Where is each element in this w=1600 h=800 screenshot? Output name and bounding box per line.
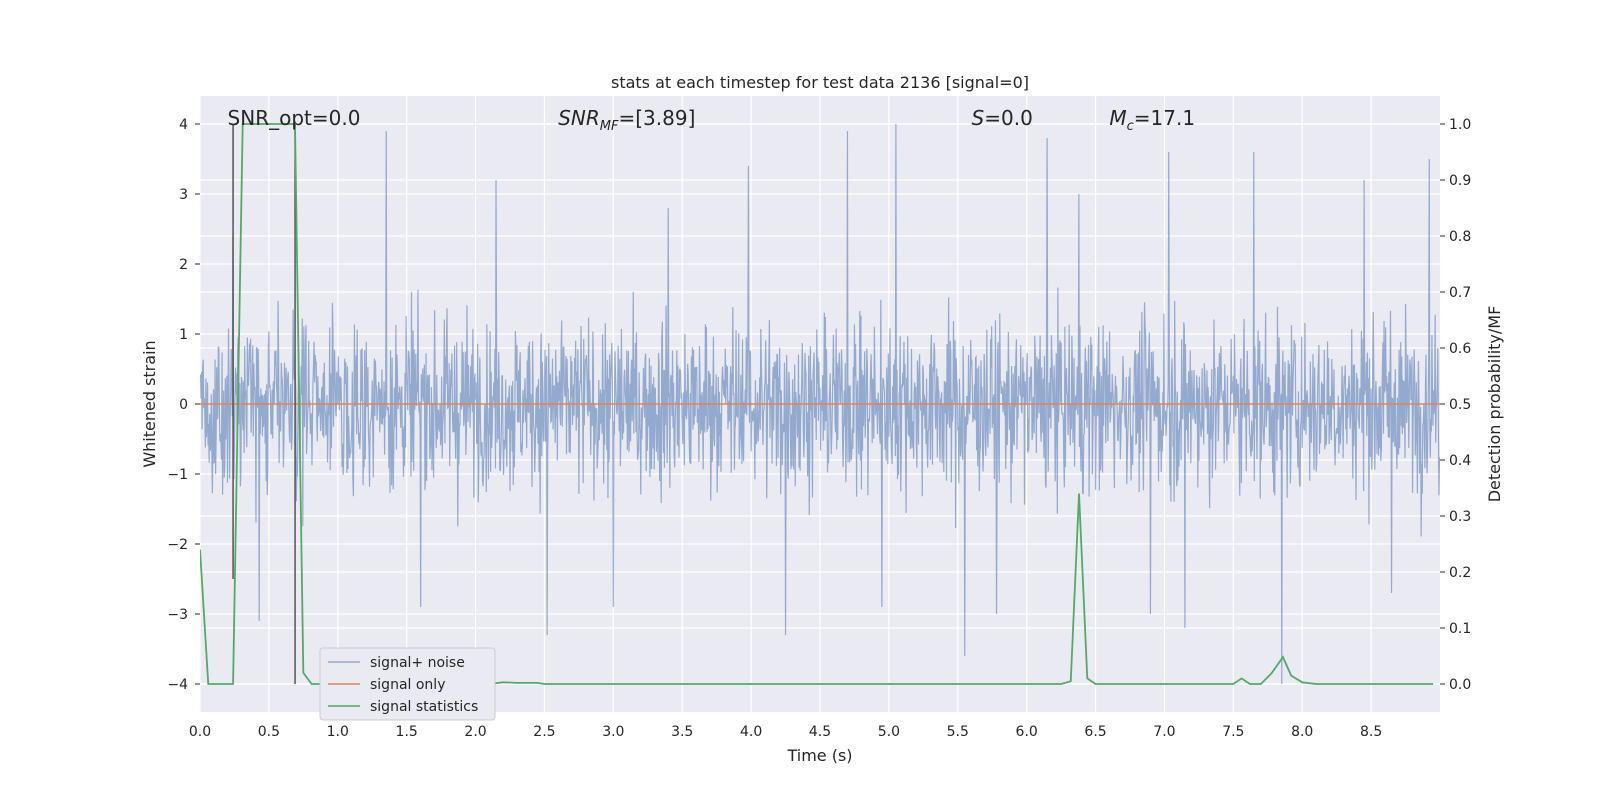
x-tick-label: 2.0 — [464, 724, 486, 740]
right-y-tick-label: 0.7 — [1449, 285, 1471, 301]
left-y-axis-label: Whitened strain — [140, 340, 159, 467]
right-y-axis: 0.0 0.1 0.2 0.3 0.4 0.5 0.6 0.7 0.8 0.9 1.0 — [1440, 117, 1471, 693]
legend-box — [319, 647, 496, 721]
right-y-axis-label: Detection probability/MF — [1485, 306, 1504, 503]
x-tick-label: 6.0 — [1016, 724, 1038, 740]
left-y-tick-label: 1 — [179, 327, 188, 343]
left-y-tick-label: 3 — [179, 187, 188, 203]
legend: signal+ noise signal only signal statist… — [319, 647, 496, 721]
annotation-1: SNRMF=[3.89] — [558, 106, 695, 134]
right-y-tick-label: 0.6 — [1449, 341, 1471, 357]
x-tick-label: 4.0 — [740, 724, 762, 740]
x-tick-label: 6.5 — [1084, 724, 1106, 740]
right-y-tick-label: 0.2 — [1449, 565, 1471, 581]
x-tick-label: 4.5 — [809, 724, 831, 740]
legend-label-signal-statistics: signal statistics — [370, 699, 478, 715]
x-axis: 0.0 0.5 1.0 1.5 2.0 2.5 3.0 3.5 4.0 4.5 5.0 5.5 6.0 6… — [189, 724, 1382, 740]
series-line-signal-statistics — [200, 123, 1434, 685]
x-tick-label: 3.0 — [602, 724, 624, 740]
legend-label-signal-only: signal only — [370, 677, 445, 693]
right-y-tick-label: 0.3 — [1449, 509, 1471, 525]
x-tick-label: 7.5 — [1222, 724, 1244, 740]
left-y-tick-label: −3 — [167, 607, 188, 623]
right-y-tick-label: 0.1 — [1449, 621, 1471, 637]
plot-area — [200, 123, 1440, 685]
x-tick-label: 5.0 — [878, 724, 900, 740]
x-axis-label: Time (s) — [786, 746, 852, 765]
annotation-3: Mc=17.1 — [1109, 106, 1195, 134]
right-y-tick-label: 0.5 — [1449, 397, 1471, 413]
x-tick-label: 2.5 — [533, 724, 555, 740]
x-tick-label: 1.0 — [327, 724, 349, 740]
x-tick-label: 3.5 — [671, 724, 693, 740]
right-y-tick-label: 0.8 — [1449, 229, 1471, 245]
x-tick-label: 1.5 — [396, 724, 418, 740]
x-tick-label: 0.0 — [189, 724, 211, 740]
x-tick-label: 8.0 — [1291, 724, 1313, 740]
left-y-axis: −4 −3 −2 −1 0 1 2 3 4 — [167, 117, 200, 693]
left-y-tick-label: 0 — [179, 397, 188, 413]
series-line-signal-noise — [200, 123, 1440, 685]
annotation-2: S=0.0 — [972, 106, 1033, 130]
right-y-tick-label: 0.4 — [1449, 453, 1471, 469]
x-tick-label: 7.0 — [1153, 724, 1175, 740]
annotations: SNR_opt=0.0 SNRMF=[3.89] S=0.0 Mc=17.1 — [228, 106, 1195, 134]
left-y-tick-label: 4 — [179, 117, 188, 133]
legend-label-signal-noise: signal+ noise — [370, 655, 465, 671]
left-y-tick-label: −2 — [167, 537, 188, 553]
left-y-tick-label: −1 — [167, 467, 188, 483]
annotation-0: SNR_opt=0.0 — [228, 106, 361, 130]
chart-title: stats at each timestep for test data 213… — [611, 73, 1029, 92]
left-y-tick-label: 2 — [179, 257, 188, 273]
x-tick-label: 8.5 — [1360, 724, 1382, 740]
left-y-tick-label: −4 — [167, 677, 188, 693]
x-tick-label: 5.5 — [947, 724, 969, 740]
x-tick-label: 0.5 — [258, 724, 280, 740]
right-y-tick-label: 0.9 — [1449, 173, 1471, 189]
right-y-tick-label: 0.0 — [1449, 677, 1471, 693]
right-y-tick-label: 1.0 — [1449, 117, 1471, 133]
